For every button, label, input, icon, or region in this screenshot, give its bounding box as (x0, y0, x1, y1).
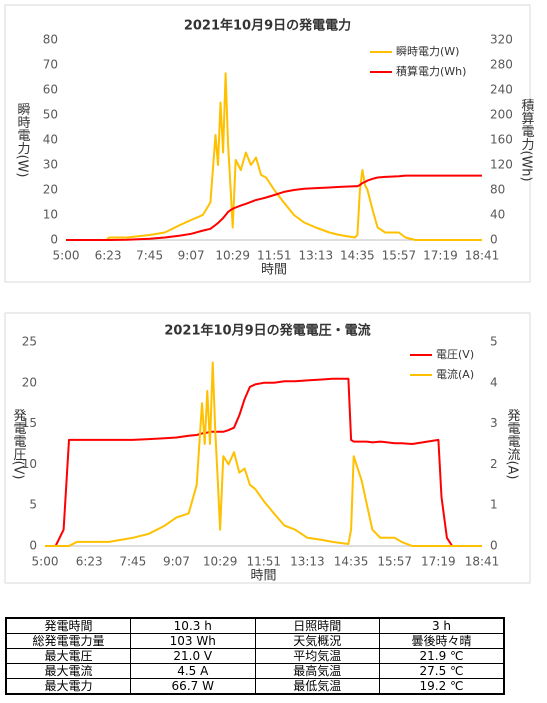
table-label: 最大電流 (5, 663, 131, 679)
table-value: 27.5 ℃ (379, 663, 505, 679)
table-label: 平均気温 (254, 648, 380, 664)
y-tick-label: 20 (22, 375, 37, 389)
y2-axis-label: 発電電流(A) (505, 408, 521, 479)
table-value: 4.5 A (130, 663, 256, 679)
y-tick-label: 60 (43, 83, 58, 97)
y2-tick-label: 320 (490, 33, 513, 47)
y-axis-label: 発電電圧(V) (11, 408, 27, 479)
x-tick-label: 5:00 (32, 555, 59, 569)
x-tick-label: 17:19 (421, 555, 456, 569)
legend-label: 電圧(V) (436, 348, 474, 361)
chart-title: 2021年10月9日の発電電圧・電流 (164, 323, 370, 339)
table-value: 21.9 ℃ (379, 648, 505, 664)
table-row: 最大電流 4.5 A 最高気温 27.5 ℃ (5, 663, 505, 679)
table-label: 天気概況 (254, 633, 380, 649)
y-tick-label: 5 (29, 498, 37, 512)
x-tick-label: 13:13 (299, 249, 334, 263)
chart-frame (4, 4, 531, 283)
y2-tick-label: 5 (490, 335, 498, 349)
table-body: 発電時間 10.3 h 日照時間 3 h 総発電電力量 103 Wh 天気概況 曇後時々晴 最大… (5, 617, 505, 695)
y-tick-label: 50 (43, 108, 58, 122)
legend-label: 瞬時電力(W) (396, 45, 459, 58)
x-tick-label: 11:51 (246, 555, 281, 569)
y2-tick-label: 4 (490, 375, 498, 389)
legend-label: 積算電力(Wh) (396, 64, 466, 78)
x-tick-label: 9:07 (163, 555, 190, 569)
x-tick-label: 13:13 (290, 555, 325, 569)
x-tick-label: 14:35 (340, 249, 375, 263)
x-axis-label: 時間 (261, 263, 287, 278)
y-tick-label: 0 (29, 539, 37, 553)
y-tick-label: 20 (43, 183, 58, 197)
y-tick-label: 70 (43, 58, 58, 72)
x-tick-label: 6:23 (95, 249, 122, 263)
y2-tick-label: 280 (490, 58, 513, 72)
table-value: 66.7 W (130, 678, 256, 695)
y2-tick-label: 0 (490, 539, 498, 553)
x-tick-label: 10:29 (215, 249, 250, 263)
y-tick-label: 40 (43, 133, 58, 147)
x-tick-label: 11:51 (257, 249, 292, 263)
y-axis-label: 瞬時電力(W) (15, 103, 31, 178)
x-tick-label: 17:19 (423, 249, 458, 263)
chart-title: 2021年10月9日の発電電力 (184, 18, 351, 34)
table-label: 発電時間 (5, 617, 131, 634)
y2-tick-label: 40 (490, 208, 505, 222)
table-label: 日照時間 (254, 617, 380, 634)
table-value: 曇後時々晴 (379, 633, 505, 649)
series-line (66, 72, 482, 241)
series-line (45, 361, 482, 547)
y-tick-label: 15 (22, 416, 37, 430)
table-value: 21.0 V (130, 648, 256, 664)
y-tick-label: 30 (43, 158, 58, 172)
y2-tick-label: 120 (490, 158, 513, 172)
table-row: 発電時間 10.3 h 日照時間 3 h (5, 617, 505, 634)
series-line (66, 174, 482, 241)
table-row: 最大電圧 21.0 V 平均気温 21.9 ℃ (5, 648, 505, 664)
y2-tick-label: 240 (490, 83, 513, 97)
y2-tick-label: 2 (490, 457, 498, 471)
x-tick-label: 15:57 (382, 249, 417, 263)
x-tick-label: 15:57 (377, 555, 412, 569)
y2-tick-label: 3 (490, 416, 498, 430)
x-tick-label: 7:45 (119, 555, 146, 569)
x-tick-label: 5:00 (53, 249, 80, 263)
table-label: 最大電圧 (5, 648, 131, 664)
x-tick-label: 10:29 (203, 555, 238, 569)
x-tick-label: 18:41 (465, 249, 500, 263)
series-line (45, 377, 482, 547)
x-tick-label: 6:23 (76, 555, 103, 569)
table-value: 3 h (379, 617, 505, 634)
charts: 2021年10月9日の発電電力0102030405060708004080120… (4, 4, 535, 584)
y-tick-label: 25 (22, 335, 37, 349)
table-row: 最大電力 66.7 W 最低気温 19.2 ℃ (5, 678, 505, 695)
y-tick-label: 10 (22, 457, 37, 471)
table-label: 最大電力 (5, 678, 131, 695)
x-tick-label: 7:45 (136, 249, 163, 263)
y2-tick-label: 0 (490, 233, 498, 247)
x-tick-label: 9:07 (178, 249, 205, 263)
y2-tick-label: 1 (490, 498, 498, 512)
y2-tick-label: 160 (490, 133, 513, 147)
table-value: 103 Wh (130, 633, 256, 649)
y-tick-label: 80 (43, 33, 58, 47)
table-label: 総発電電力量 (5, 633, 131, 649)
chart-frame (4, 312, 531, 584)
x-tick-label: 18:41 (465, 555, 500, 569)
y-tick-label: 10 (43, 208, 58, 222)
table-value: 19.2 ℃ (379, 678, 505, 695)
x-axis-label: 時間 (250, 569, 276, 584)
table-label: 最低気温 (254, 678, 380, 695)
table-row: 総発電電力量 103 Wh 天気概況 曇後時々晴 (5, 633, 505, 649)
table-label: 最高気温 (254, 663, 380, 679)
y-tick-label: 0 (50, 233, 58, 247)
y2-tick-label: 80 (490, 183, 505, 197)
legend-label: 電流(A) (436, 367, 474, 381)
table-value: 10.3 h (130, 617, 256, 634)
x-tick-label: 14:35 (334, 555, 369, 569)
summary-table: 発電時間 10.3 h 日照時間 3 h 総発電電力量 103 Wh 天気概況 曇後時々晴 最大… (5, 617, 505, 695)
y2-axis-label: 積算電力(Wh) (519, 98, 535, 181)
y2-tick-label: 200 (490, 108, 513, 122)
